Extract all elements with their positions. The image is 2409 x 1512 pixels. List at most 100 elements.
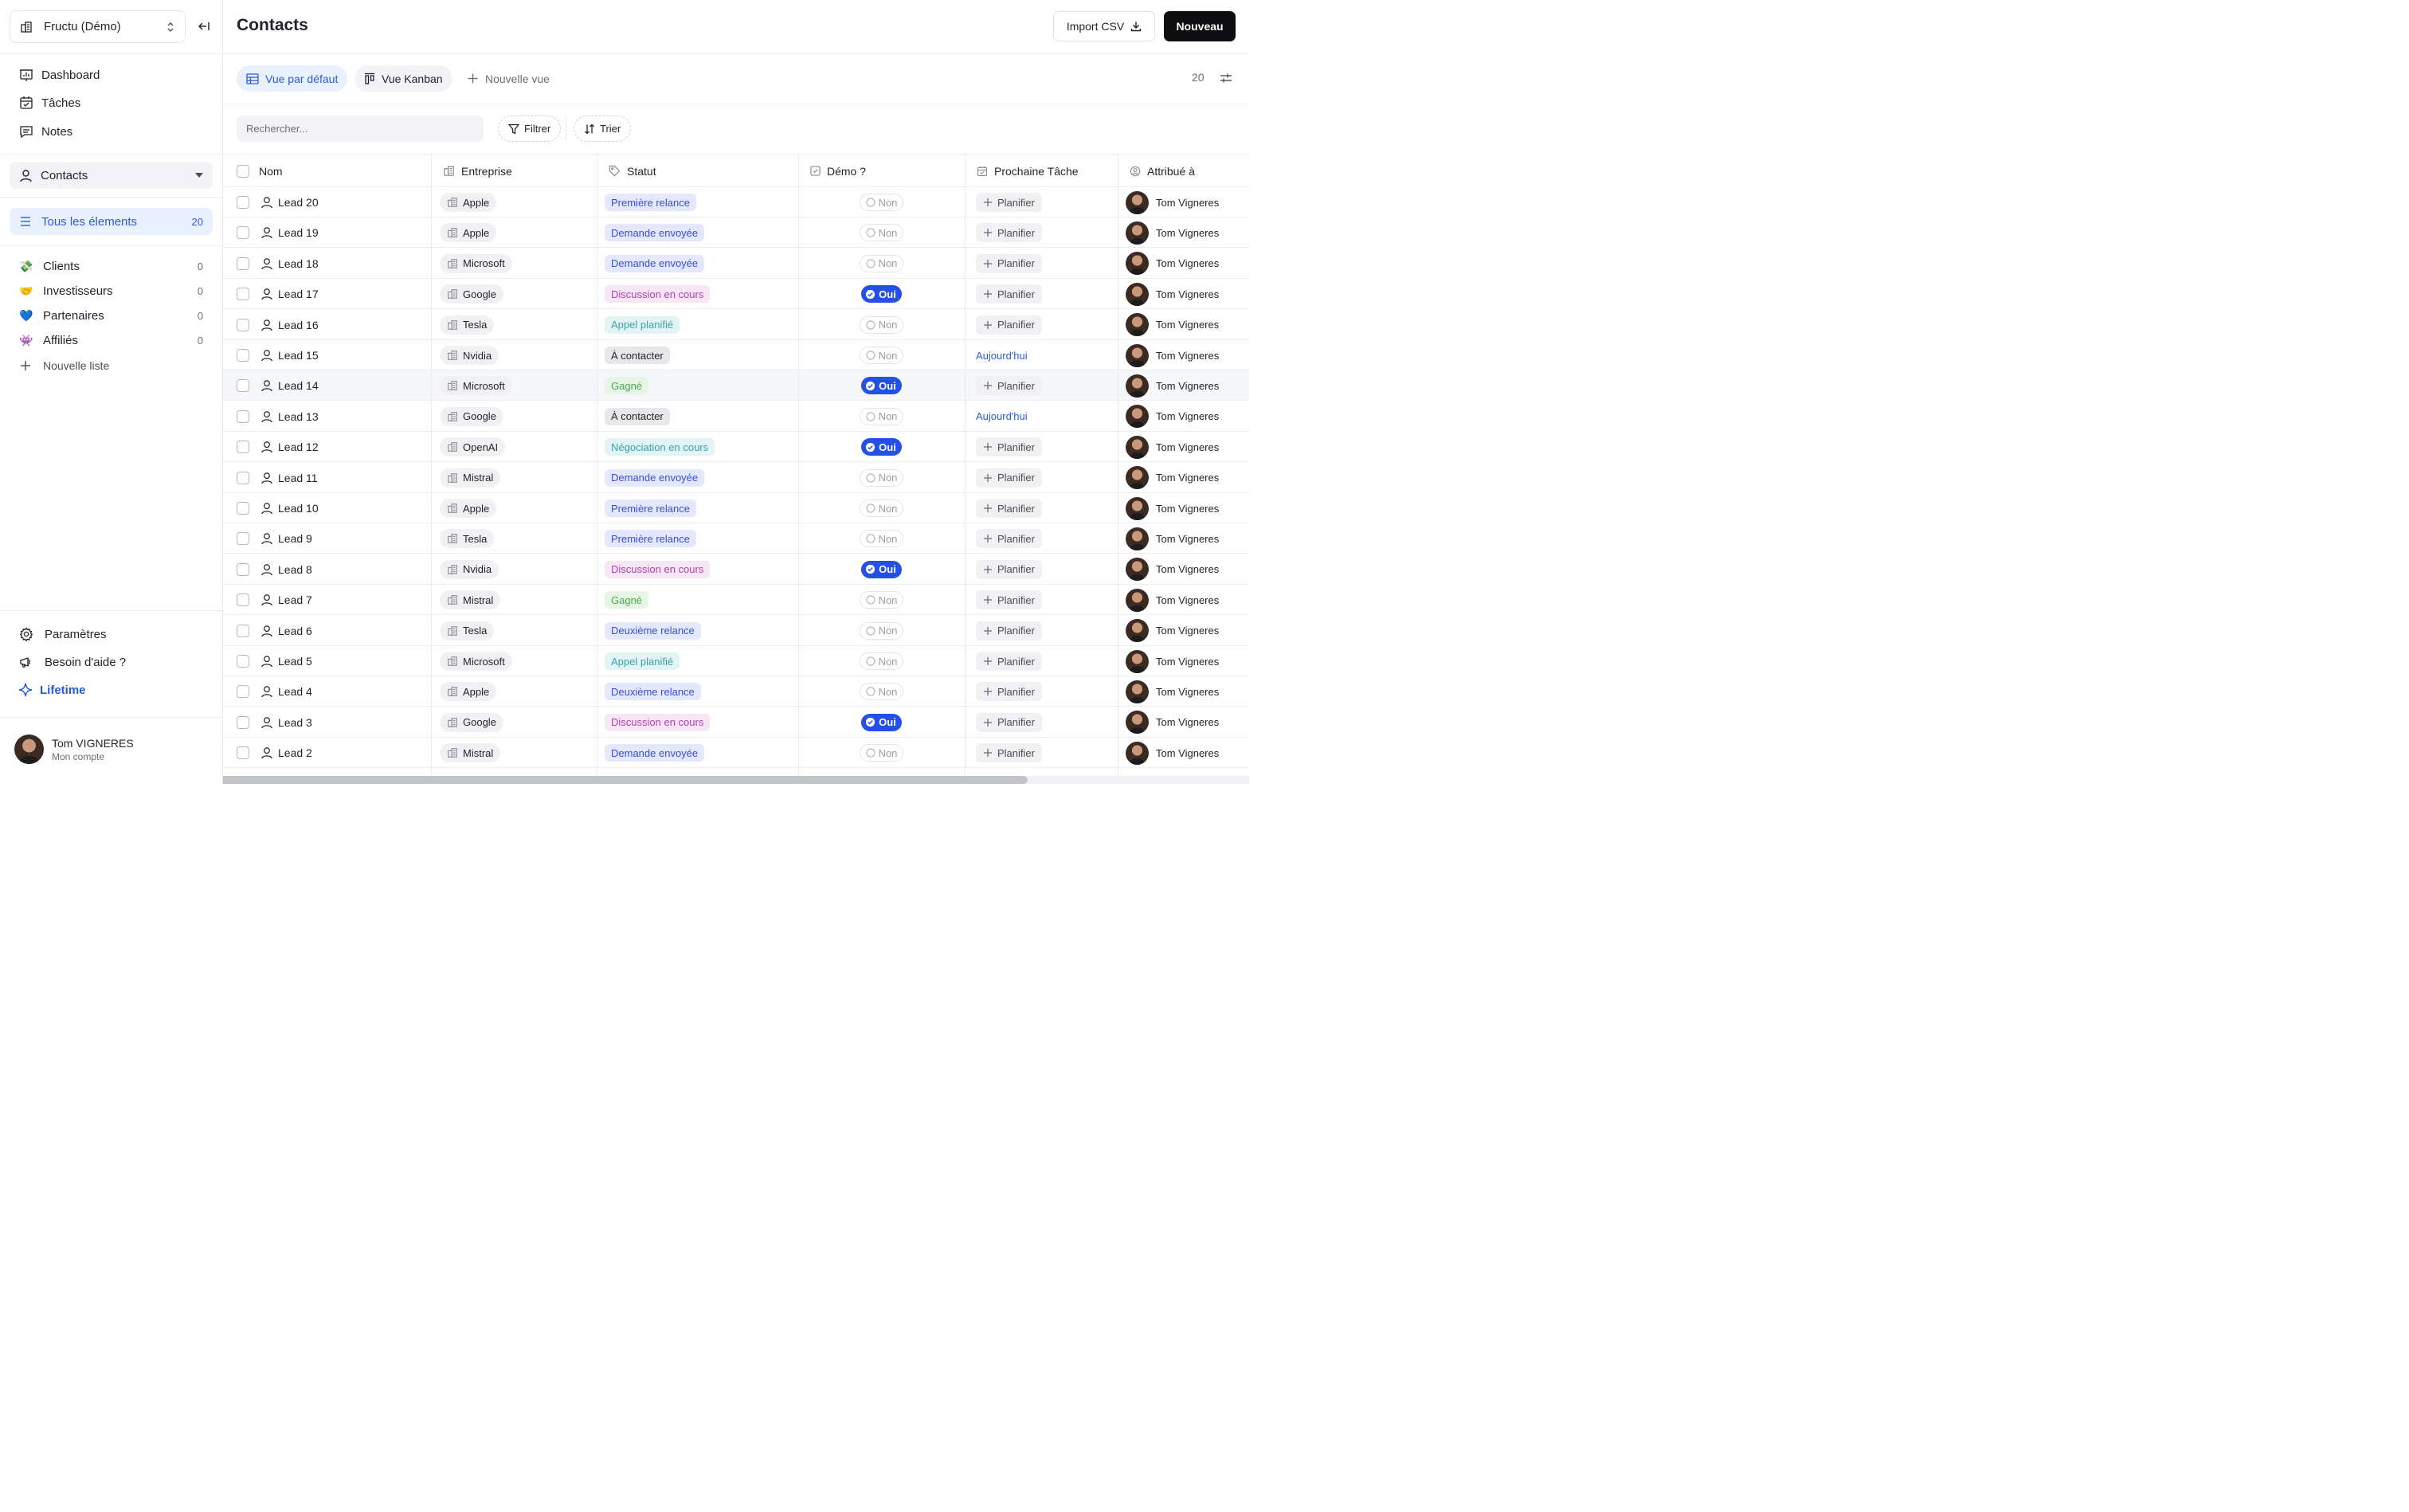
status-badge[interactable]: Appel planifié	[605, 652, 680, 670]
schedule-task-button[interactable]: Planifier	[976, 652, 1042, 671]
lead-name[interactable]: Lead 15	[278, 349, 319, 362]
table-row[interactable]: Lead 18 Microsoft Demande envoyée Non Pl…	[223, 249, 1249, 279]
column-header-status[interactable]: Statut	[609, 155, 656, 187]
company-chip[interactable]: Apple	[440, 682, 497, 702]
lead-name[interactable]: Lead 20	[278, 196, 319, 209]
list-item-investisseurs[interactable]: 🤝 Investisseurs 0	[19, 282, 203, 300]
row-checkbox[interactable]	[237, 288, 249, 301]
new-contact-button[interactable]: Nouveau	[1164, 11, 1236, 41]
row-checkbox[interactable]	[237, 379, 249, 393]
schedule-task-button[interactable]: Planifier	[976, 712, 1042, 732]
schedule-task-button[interactable]: Planifier	[976, 284, 1042, 304]
schedule-task-button[interactable]: Planifier	[976, 590, 1042, 610]
company-chip[interactable]: Nvidia	[440, 346, 499, 365]
new-list-button[interactable]: Nouvelle liste	[19, 359, 109, 372]
status-badge[interactable]: Gagné	[605, 377, 649, 395]
column-header-company[interactable]: Entreprise	[443, 155, 512, 187]
row-checkbox[interactable]	[237, 655, 249, 668]
lead-name[interactable]: Lead 18	[278, 257, 319, 270]
table-row[interactable]: Lead 12 OpenAI Négociation en cours Oui …	[223, 432, 1249, 463]
nav-tasks[interactable]: Tâches	[19, 93, 80, 112]
row-checkbox[interactable]	[237, 257, 249, 270]
schedule-task-button[interactable]: Planifier	[976, 529, 1042, 549]
schedule-task-button[interactable]: Planifier	[976, 315, 1042, 335]
status-badge[interactable]: Deuxième relance	[605, 683, 701, 701]
demo-no-badge[interactable]: Non	[859, 530, 904, 548]
filter-button[interactable]: Filtrer	[498, 116, 562, 142]
row-checkbox[interactable]	[237, 562, 249, 576]
demo-no-badge[interactable]: Non	[859, 744, 904, 762]
status-badge[interactable]: Deuxième relance	[605, 621, 701, 640]
status-badge[interactable]: Demande envoyée	[605, 224, 705, 242]
sort-button[interactable]: Trier	[574, 116, 632, 142]
demo-no-badge[interactable]: Non	[859, 591, 904, 609]
status-badge[interactable]: Demande envoyée	[605, 468, 705, 487]
schedule-task-button[interactable]: Planifier	[976, 559, 1042, 579]
demo-yes-badge[interactable]: Oui	[861, 377, 902, 395]
lead-name[interactable]: Lead 17	[278, 288, 319, 301]
status-badge[interactable]: Première relance	[605, 530, 696, 548]
status-badge[interactable]: À contacter	[605, 407, 670, 425]
lead-name[interactable]: Lead 7	[278, 593, 312, 607]
company-chip[interactable]: Tesla	[440, 315, 495, 335]
list-all-items[interactable]: Tous les élements 20	[10, 208, 213, 235]
company-chip[interactable]: Google	[440, 712, 503, 732]
table-row[interactable]: Lead 4 Apple Deuxième relance Non Planif…	[223, 676, 1249, 707]
table-row[interactable]: Lead 16 Tesla Appel planifié Non Planifi…	[223, 310, 1249, 340]
table-row[interactable]: Lead 15 Nvidia À contacter Non Aujourd'h…	[223, 340, 1249, 370]
import-csv-button[interactable]: Import CSV	[1053, 11, 1155, 41]
next-task-date[interactable]: Aujourd'hui	[976, 410, 1028, 423]
column-header-name[interactable]: Nom	[237, 155, 283, 187]
schedule-task-button[interactable]: Planifier	[976, 499, 1042, 518]
table-row[interactable]: Lead 6 Tesla Deuxième relance Non Planif…	[223, 616, 1249, 646]
lead-name[interactable]: Lead 6	[278, 624, 312, 637]
demo-no-badge[interactable]: Non	[859, 468, 904, 487]
status-badge[interactable]: Demande envoyée	[605, 744, 705, 762]
table-row[interactable]: Lead 9 Tesla Première relance Non Planif…	[223, 523, 1249, 554]
demo-no-badge[interactable]: Non	[859, 652, 904, 670]
table-row[interactable]: Lead 11 Mistral Demande envoyée Non Plan…	[223, 463, 1249, 493]
lead-name[interactable]: Lead 10	[278, 502, 319, 515]
status-badge[interactable]: Négociation en cours	[605, 438, 715, 456]
list-item-partenaires[interactable]: 💙 Partenaires 0	[19, 307, 203, 324]
section-selector-contacts[interactable]: Contacts	[10, 162, 213, 189]
demo-no-badge[interactable]: Non	[859, 224, 904, 242]
lead-name[interactable]: Lead 2	[278, 746, 312, 760]
nav-notes[interactable]: Notes	[19, 122, 72, 141]
table-row[interactable]: Lead 7 Mistral Gagné Non Planifier Tom V…	[223, 585, 1249, 616]
select-all-checkbox[interactable]	[237, 164, 249, 178]
status-badge[interactable]: Première relance	[605, 194, 696, 211]
company-chip[interactable]: Nvidia	[440, 559, 499, 579]
schedule-task-button[interactable]: Planifier	[976, 437, 1042, 457]
row-checkbox[interactable]	[237, 226, 249, 240]
company-chip[interactable]: Mistral	[440, 743, 501, 763]
lead-name[interactable]: Lead 9	[278, 532, 312, 546]
view-settings-button[interactable]	[1217, 69, 1235, 87]
table-row[interactable]: Lead 13 Google À contacter Non Aujourd'h…	[223, 402, 1249, 432]
table-row[interactable]: Lead 19 Apple Demande envoyée Non Planif…	[223, 217, 1249, 249]
tab-kanban-view[interactable]: Vue Kanban	[354, 65, 452, 92]
scrollbar-thumb[interactable]	[223, 776, 1028, 784]
column-header-demo[interactable]: Démo ?	[810, 155, 866, 187]
next-task-date[interactable]: Aujourd'hui	[976, 349, 1028, 362]
schedule-task-button[interactable]: Planifier	[976, 223, 1042, 243]
row-checkbox[interactable]	[237, 715, 249, 729]
company-chip[interactable]: Tesla	[440, 621, 495, 640]
new-view-button[interactable]: Nouvelle vue	[467, 65, 550, 92]
company-chip[interactable]: Google	[440, 406, 503, 426]
schedule-task-button[interactable]: Planifier	[976, 621, 1042, 640]
row-checkbox[interactable]	[237, 746, 249, 760]
demo-yes-badge[interactable]: Oui	[861, 560, 902, 578]
table-row[interactable]: Lead 14 Microsoft Gagné Oui Planifier To…	[223, 370, 1249, 402]
help-link[interactable]: Besoin d'aide ?	[19, 652, 126, 672]
row-checkbox[interactable]	[237, 441, 249, 454]
lead-name[interactable]: Lead 14	[278, 379, 319, 393]
status-badge[interactable]: Discussion en cours	[605, 713, 711, 731]
demo-yes-badge[interactable]: Oui	[861, 438, 902, 456]
table-row[interactable]: Lead 8 Nvidia Discussion en cours Oui Pl…	[223, 554, 1249, 585]
row-checkbox[interactable]	[237, 593, 249, 607]
schedule-task-button[interactable]: Planifier	[976, 743, 1042, 763]
row-checkbox[interactable]	[237, 532, 249, 546]
demo-no-badge[interactable]: Non	[859, 683, 904, 701]
lead-name[interactable]: Lead 4	[278, 685, 312, 699]
